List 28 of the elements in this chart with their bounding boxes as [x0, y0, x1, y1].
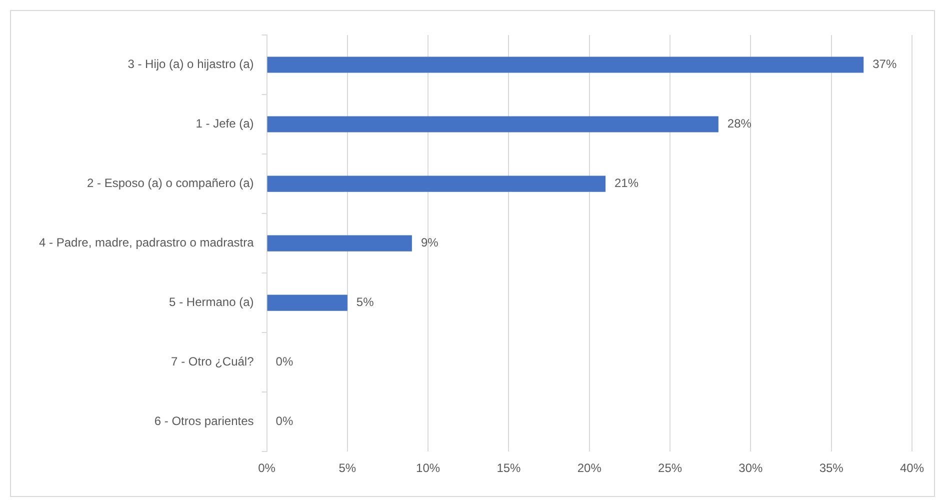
x-tick-label: 25%	[658, 461, 682, 476]
y-tick-label: 3 - Hijo (a) o hijastro (a)	[128, 57, 254, 72]
x-tick-label: 0%	[258, 461, 276, 476]
y-tick-label: 2 - Esposo (a) o compañero (a)	[87, 176, 254, 190]
bar	[267, 176, 606, 192]
x-tick-label: 30%	[738, 461, 764, 476]
x-tick-label: 5%	[338, 461, 356, 476]
y-tick-label: 4 - Padre, madre, padrastro o madrastra	[39, 236, 254, 250]
data-label: 0%	[276, 414, 294, 428]
data-label: 21%	[614, 176, 639, 190]
bar	[267, 235, 412, 252]
x-tick-label: 40%	[900, 461, 924, 476]
data-label: 0%	[276, 354, 294, 369]
x-tick-label: 15%	[496, 461, 522, 476]
data-label: 28%	[727, 116, 752, 131]
bar	[267, 56, 864, 73]
data-label: 9%	[420, 236, 439, 250]
data-label: 37%	[872, 57, 897, 72]
bar	[267, 294, 348, 311]
y-tick-label: 7 - Otro ¿Cuál?	[171, 354, 254, 369]
x-tick-label: 10%	[416, 461, 440, 476]
y-tick-label: 5 - Hermano (a)	[169, 295, 254, 310]
x-tick-label: 35%	[819, 461, 844, 476]
bar	[267, 116, 718, 132]
y-tick-label: 6 - Otros parientes	[154, 414, 254, 428]
y-tick-label: 1 - Jefe (a)	[196, 116, 254, 131]
data-label: 5%	[356, 295, 374, 310]
x-tick-label: 20%	[577, 461, 602, 476]
